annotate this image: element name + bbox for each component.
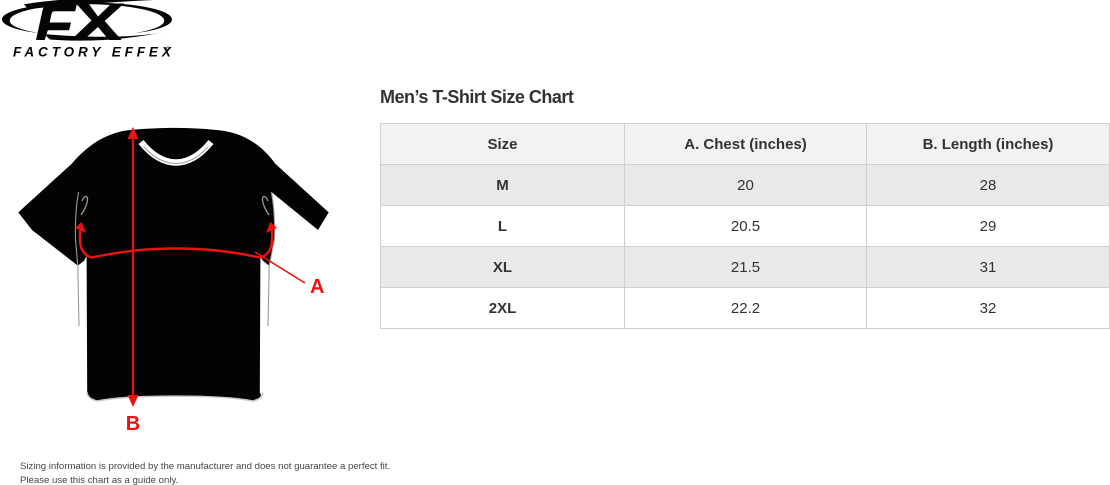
svg-text:FACTORY EFFEX: FACTORY EFFEX [13, 45, 175, 60]
svg-text:A: A [310, 276, 324, 298]
svg-text:B: B [126, 413, 140, 430]
